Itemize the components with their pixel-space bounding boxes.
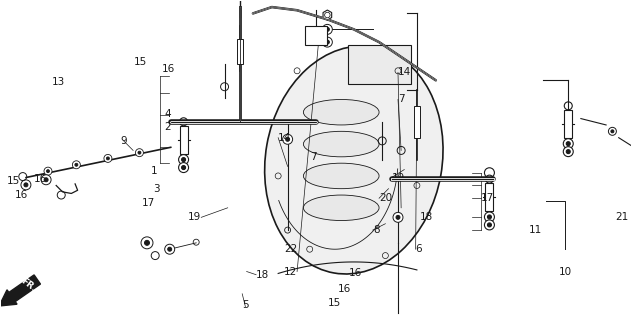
Circle shape: [144, 240, 149, 245]
Circle shape: [168, 247, 172, 251]
Text: 16: 16: [15, 190, 28, 200]
Circle shape: [608, 127, 617, 135]
Text: 4: 4: [165, 109, 171, 119]
Circle shape: [563, 147, 573, 156]
Text: 17: 17: [481, 193, 494, 203]
Text: 13: 13: [52, 77, 65, 87]
Text: 20: 20: [379, 193, 392, 203]
Circle shape: [44, 167, 52, 175]
Ellipse shape: [303, 100, 379, 125]
Text: 1: 1: [151, 166, 157, 176]
Circle shape: [396, 215, 400, 219]
Circle shape: [165, 244, 175, 254]
Text: 6: 6: [416, 244, 422, 254]
Text: 9: 9: [120, 136, 127, 146]
Text: 16: 16: [34, 174, 47, 184]
Text: 22: 22: [284, 244, 297, 254]
Circle shape: [21, 180, 31, 190]
Ellipse shape: [303, 131, 379, 157]
Circle shape: [283, 134, 292, 144]
Bar: [237, 39, 244, 64]
Circle shape: [322, 37, 332, 47]
Text: 16: 16: [338, 284, 351, 294]
Text: 17: 17: [141, 198, 154, 208]
Text: 2: 2: [165, 122, 171, 132]
Text: 15: 15: [134, 57, 147, 67]
Text: FR.: FR.: [19, 276, 38, 294]
Text: 7: 7: [310, 152, 316, 162]
Polygon shape: [323, 10, 332, 20]
Circle shape: [24, 183, 28, 187]
Circle shape: [484, 220, 494, 230]
Circle shape: [179, 163, 189, 172]
Text: 19: 19: [188, 212, 201, 222]
Text: 21: 21: [615, 212, 629, 222]
FancyArrow shape: [0, 275, 41, 306]
Bar: [486, 183, 493, 211]
Text: 16: 16: [349, 268, 362, 278]
Circle shape: [285, 137, 290, 141]
Text: 8: 8: [373, 225, 379, 235]
Circle shape: [484, 212, 494, 222]
Bar: [564, 110, 572, 138]
Text: 3: 3: [154, 184, 160, 194]
Text: 18: 18: [420, 212, 434, 222]
Text: 14: 14: [398, 68, 411, 77]
Circle shape: [135, 149, 144, 157]
Circle shape: [141, 237, 153, 249]
Text: 7: 7: [398, 94, 404, 104]
Text: 19: 19: [392, 172, 405, 182]
Circle shape: [322, 24, 332, 34]
Circle shape: [41, 175, 51, 185]
Circle shape: [104, 155, 112, 162]
Text: 11: 11: [529, 225, 542, 235]
Circle shape: [106, 157, 110, 160]
Text: 10: 10: [558, 267, 572, 276]
Text: 18: 18: [256, 270, 270, 280]
Circle shape: [487, 215, 491, 219]
Circle shape: [611, 130, 614, 133]
Circle shape: [182, 158, 185, 162]
Circle shape: [75, 163, 78, 166]
Bar: [304, 26, 327, 45]
Circle shape: [567, 150, 570, 154]
Circle shape: [46, 170, 49, 173]
Text: 12: 12: [284, 267, 297, 276]
Circle shape: [487, 223, 491, 227]
Circle shape: [563, 139, 573, 149]
Bar: [180, 126, 187, 154]
Bar: [348, 45, 411, 84]
Circle shape: [179, 155, 189, 164]
Circle shape: [325, 40, 329, 44]
Text: 15: 15: [327, 298, 341, 308]
Circle shape: [138, 151, 141, 154]
Bar: [414, 106, 420, 138]
Circle shape: [44, 178, 48, 182]
Text: 15: 15: [6, 176, 20, 186]
Text: 5: 5: [242, 300, 249, 310]
Circle shape: [182, 165, 185, 170]
Circle shape: [72, 161, 80, 169]
Text: 16: 16: [162, 64, 175, 74]
Text: 14: 14: [278, 133, 291, 143]
Circle shape: [393, 212, 403, 222]
Ellipse shape: [303, 163, 379, 189]
Circle shape: [567, 142, 570, 146]
Ellipse shape: [265, 46, 443, 274]
Circle shape: [325, 28, 329, 31]
Ellipse shape: [303, 195, 379, 220]
